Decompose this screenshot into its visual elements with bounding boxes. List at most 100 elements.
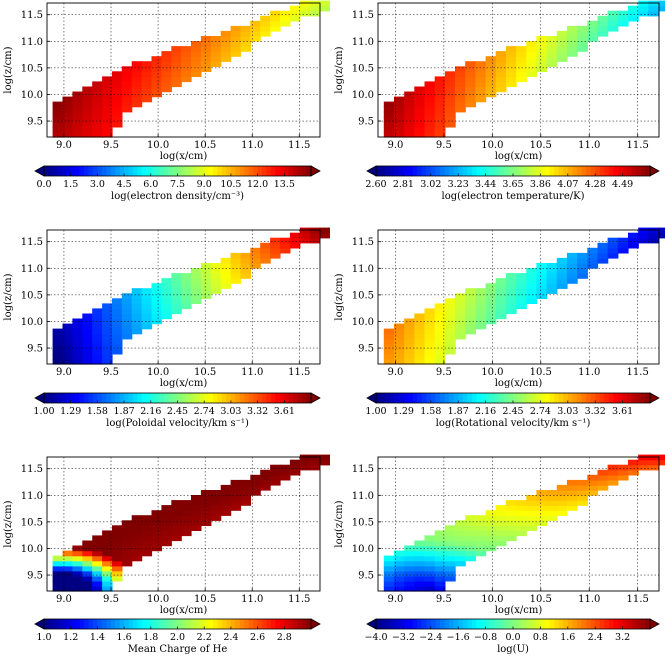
- heatmap-cell: [200, 278, 212, 284]
- heatmap-cell: [505, 46, 517, 52]
- heatmap-cell: [200, 500, 212, 506]
- heatmap-cell: [424, 81, 436, 88]
- colorbar-segment: [622, 166, 628, 176]
- y-tick-label: 10.0: [21, 317, 43, 328]
- heatmap-cell: [617, 469, 629, 476]
- heatmap-cell: [505, 66, 517, 72]
- colorbar-tick-label: 2.0: [170, 632, 185, 643]
- heatmap-cell: [526, 71, 538, 77]
- heatmap-cell: [121, 540, 133, 547]
- heatmap-cell: [72, 343, 83, 350]
- colorbar-segment: [513, 166, 519, 176]
- heatmap-cell: [587, 30, 599, 37]
- heatmap-cell: [505, 71, 517, 77]
- colorbar-segment: [535, 619, 541, 629]
- heatmap-cell: [299, 232, 311, 239]
- heatmap-cell: [505, 56, 517, 62]
- heatmap-cell: [230, 479, 242, 486]
- heatmap-cell: [121, 298, 133, 304]
- heatmap-cell: [161, 520, 172, 526]
- heatmap-cell: [526, 61, 538, 67]
- heatmap-cell: [465, 91, 476, 98]
- heatmap-cell: [424, 343, 436, 350]
- heatmap-cell: [424, 348, 436, 355]
- heatmap-cell: [240, 252, 251, 259]
- heatmap-cell: [200, 288, 212, 294]
- heatmap-cell: [495, 535, 507, 542]
- heatmap-cell: [299, 10, 311, 17]
- heatmap-cell: [82, 575, 93, 582]
- heatmap-cell: [414, 353, 426, 360]
- heatmap-cell: [82, 106, 93, 113]
- heatmap-cell: [414, 131, 426, 138]
- heatmap-cell: [102, 328, 113, 335]
- heatmap-cell: [92, 86, 103, 93]
- colorbar-label: log(electron temperature/K): [442, 191, 585, 202]
- heatmap-cell: [151, 540, 162, 547]
- heatmap-cell: [536, 505, 548, 511]
- heatmap-cell: [260, 479, 271, 486]
- colorbar-tick-label: 3.0: [90, 179, 105, 190]
- heatmap-cell: [648, 464, 660, 471]
- heatmap-cell: [475, 298, 487, 304]
- heatmap-cell: [404, 343, 415, 350]
- heatmap-cell: [424, 560, 436, 567]
- heatmap-cell: [72, 126, 83, 133]
- colorbar-segment: [503, 619, 509, 629]
- x-tick-label: 11.0: [578, 367, 600, 378]
- heatmap-cell: [394, 338, 405, 345]
- heatmap-cell: [434, 338, 446, 345]
- heatmap-cell: [289, 5, 301, 12]
- heatmap-cell: [628, 232, 639, 239]
- heatmap-cell: [151, 510, 162, 516]
- x-tick-label: 11.5: [288, 594, 310, 605]
- heatmap-cell: [121, 106, 133, 113]
- colorbar-segment: [248, 166, 254, 176]
- colorbar-tick-label: 1.00: [33, 406, 54, 417]
- heatmap-cell: [289, 15, 301, 22]
- colorbar-tick-label: 3.44: [475, 179, 496, 190]
- colorbar: 0.0 1.5 3.0 4.5 6.0 7.5 9.0 10.5 12.0 13.5log(ele…: [34, 165, 321, 202]
- heatmap-cell: [475, 81, 487, 88]
- colorbar-tick-label: 2.74: [194, 406, 215, 417]
- heatmap-cell: [191, 500, 202, 506]
- heatmap-cell: [465, 323, 476, 330]
- heatmap-cell: [516, 46, 527, 52]
- heatmap-cell: [260, 25, 271, 32]
- colorbar-tick-label: 2.8: [277, 632, 292, 643]
- x-tick-label: 11.0: [578, 594, 600, 605]
- heatmap-cell: [383, 111, 395, 118]
- heatmap-cell: [434, 353, 446, 360]
- heatmap-cell: [648, 5, 660, 12]
- colorbar-segment: [164, 166, 170, 176]
- heatmap-cell: [505, 510, 517, 516]
- colorbar-segment: [208, 619, 214, 629]
- heatmap-cell: [404, 338, 415, 345]
- x-tick-label: 11.0: [578, 140, 600, 151]
- heatmap-cell: [536, 515, 548, 521]
- colorbar-segment: [430, 393, 436, 403]
- heatmap-cell: [82, 585, 93, 592]
- heatmap-cell: [526, 46, 538, 52]
- heatmap-cell: [92, 328, 103, 335]
- y-tick-label: 10.0: [352, 544, 374, 555]
- heatmap-cell: [102, 96, 113, 103]
- heatmap-cell: [250, 474, 261, 481]
- heatmap-cell: [181, 66, 192, 72]
- heatmap-cell: [92, 353, 103, 360]
- heatmap-cell: [495, 515, 507, 521]
- heatmap-cell: [475, 515, 487, 521]
- heatmap-cell: [414, 106, 426, 113]
- colorbar-segment: [106, 166, 112, 176]
- colorbar: 2.60 2.81 3.02 3.23 3.44 3.65 3.86 4.07 4.28 4.49…: [365, 165, 660, 202]
- colorbar-segment: [66, 393, 72, 403]
- heatmap-cell: [52, 338, 64, 345]
- heatmap-cell: [102, 323, 113, 330]
- heatmap-cell: [151, 515, 162, 521]
- heatmap-cell: [495, 71, 507, 77]
- colorbar-segment: [403, 619, 409, 629]
- heatmap-cell: [394, 353, 405, 360]
- heatmap-cell: [230, 490, 242, 496]
- colorbar-tick-label: 1.6: [560, 632, 575, 643]
- colorbar-tick-label: 1.2: [63, 632, 78, 643]
